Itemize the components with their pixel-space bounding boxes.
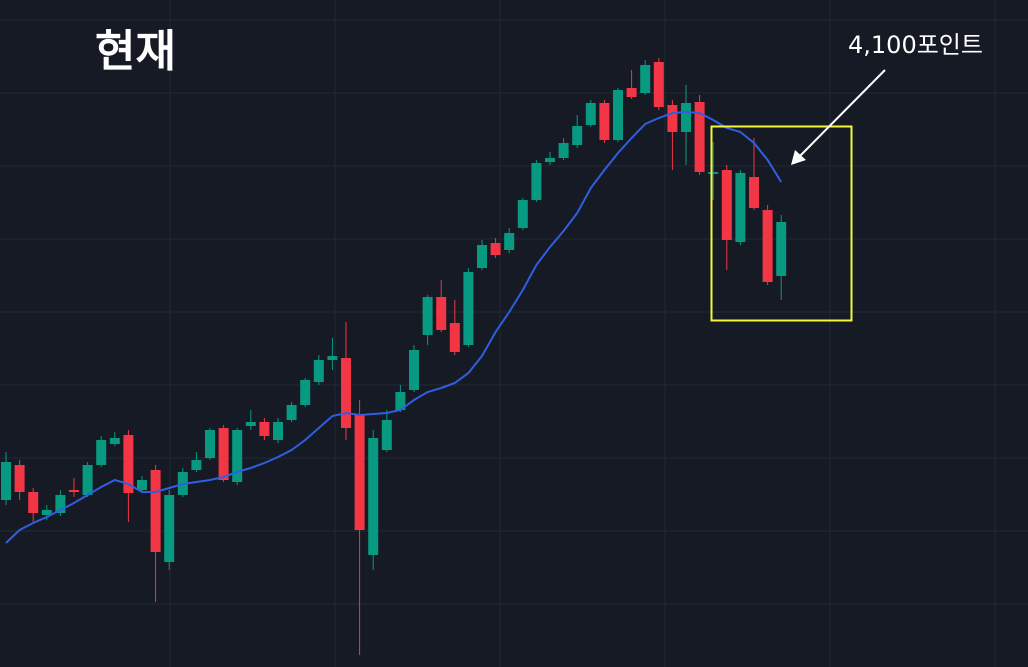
candle-body <box>721 170 732 240</box>
candle-body <box>776 222 787 276</box>
candle-body <box>545 158 555 162</box>
candle-body <box>205 430 215 458</box>
moving-average-line <box>5 110 783 544</box>
candle-body <box>368 438 379 555</box>
candle-body <box>626 88 637 97</box>
candle-body <box>273 422 283 440</box>
candle-body <box>28 492 39 513</box>
candle-body <box>653 62 664 107</box>
candle-body <box>218 428 229 480</box>
candle-body <box>55 495 66 513</box>
candle-body <box>422 297 433 335</box>
candle-body <box>259 422 270 436</box>
candle-body <box>735 173 746 242</box>
candle-body <box>409 350 419 390</box>
candle-body <box>762 210 773 282</box>
candle-body <box>708 172 719 174</box>
candle-body <box>82 465 93 495</box>
candle-body <box>558 143 569 158</box>
arrow-line <box>796 69 886 160</box>
candle-body <box>572 126 583 145</box>
candle-body <box>150 470 161 552</box>
candle-body <box>123 435 134 493</box>
candle-body <box>341 358 351 428</box>
candle-body <box>313 360 324 382</box>
candle-body <box>449 323 460 352</box>
highlight-box <box>710 125 853 322</box>
candle-body <box>694 102 705 172</box>
candle-body <box>164 495 175 562</box>
candle-body <box>14 465 25 492</box>
candle-body <box>477 245 487 268</box>
candle-body <box>667 105 678 132</box>
candle-body <box>354 415 365 530</box>
candle-body <box>41 510 52 515</box>
candle-body <box>463 272 474 345</box>
candle-body <box>599 103 610 140</box>
candle-body <box>286 405 297 420</box>
candle-body <box>1 462 11 500</box>
candle-body <box>640 65 651 93</box>
candle-body <box>69 490 79 492</box>
candle-body <box>517 200 528 228</box>
candle-body <box>96 440 107 465</box>
candle-body <box>395 392 406 410</box>
candle-body <box>245 422 256 426</box>
annotation: 4,100포인트 <box>848 31 983 59</box>
candle-body <box>436 297 447 330</box>
candle-body <box>109 438 120 444</box>
chart-title: 현재 <box>95 26 176 77</box>
candle-body <box>613 90 623 140</box>
plot <box>1 58 787 655</box>
candle-body <box>749 177 759 208</box>
candle-body <box>232 430 243 482</box>
candle-body <box>504 233 515 250</box>
candle-body <box>681 103 691 132</box>
candle-body <box>585 103 596 125</box>
candle-body <box>381 420 392 450</box>
candle-body <box>327 356 338 360</box>
candle-body <box>191 460 202 470</box>
candle-body <box>300 380 311 405</box>
candle-body <box>531 163 542 200</box>
arrow-head <box>791 150 806 165</box>
candle-body <box>490 243 501 255</box>
candle-body <box>137 480 147 490</box>
